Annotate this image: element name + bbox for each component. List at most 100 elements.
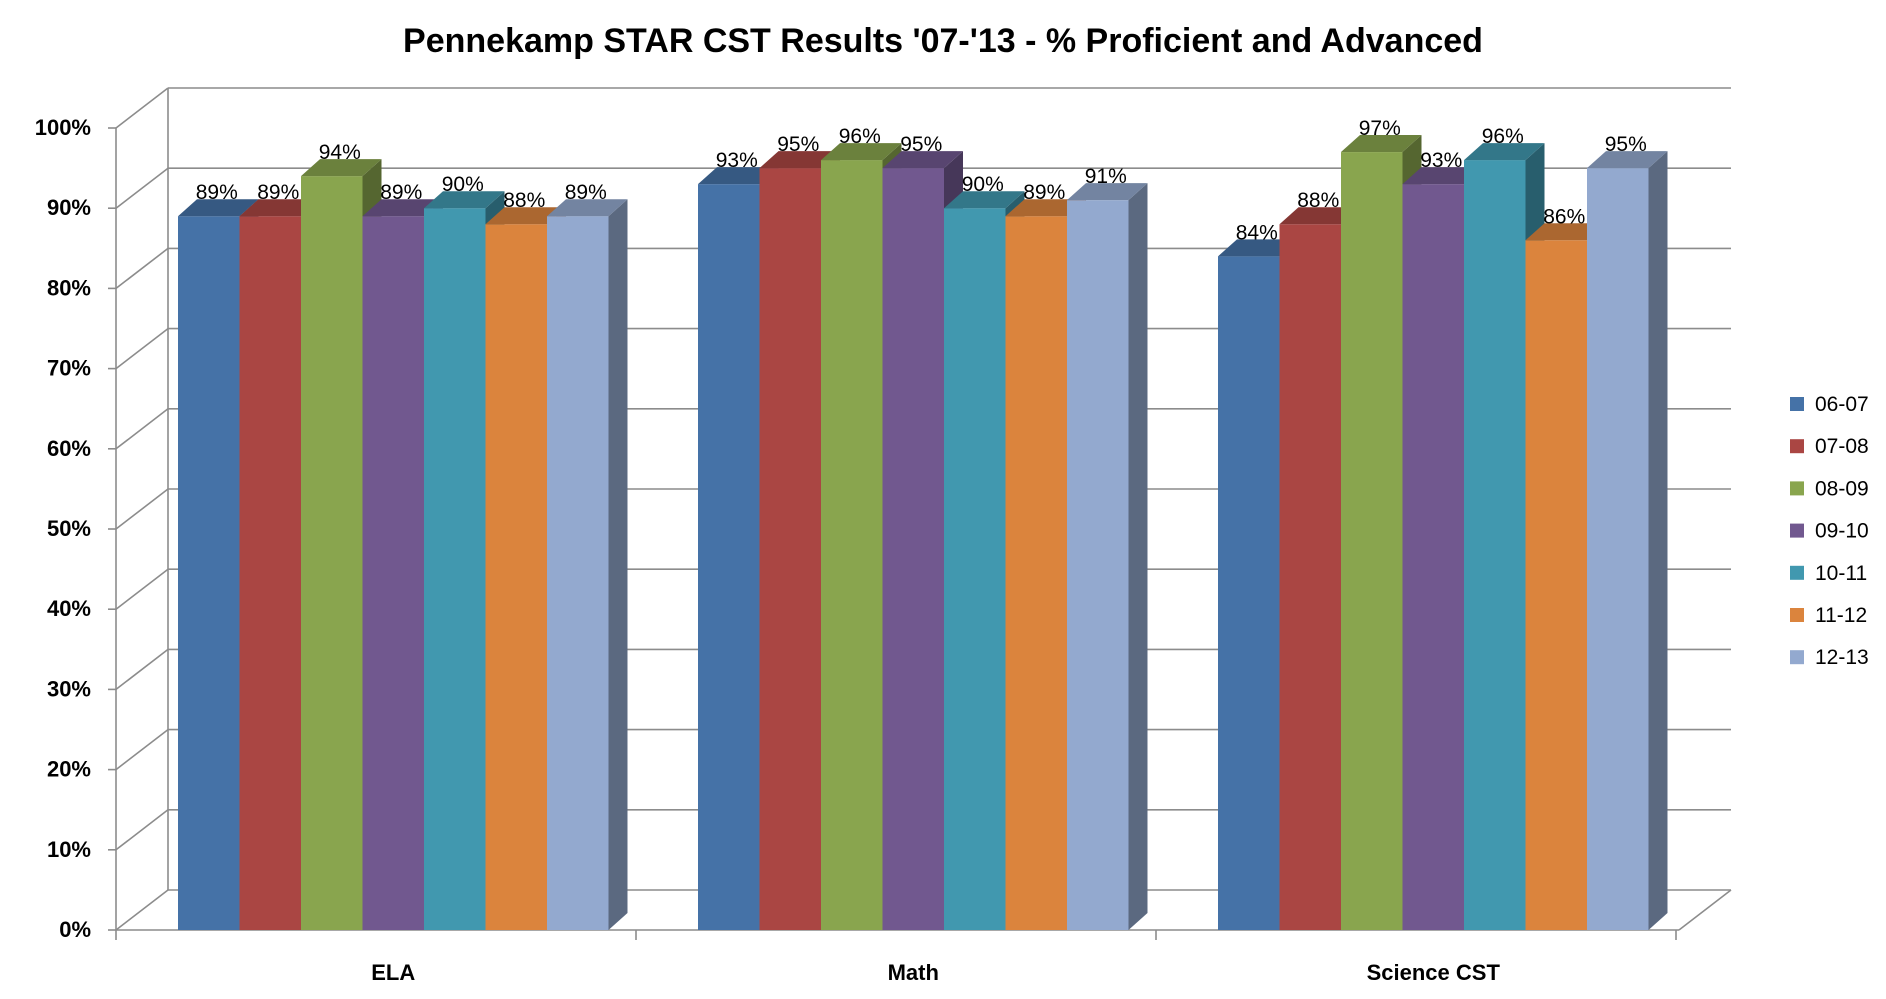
legend-swatch: [1790, 565, 1804, 580]
data-labels: 89% 89% 94% 89% 90% 88% 89% 93% 95% 96% 95% 90% 89% 9…: [196, 117, 1647, 244]
legend-item: 11-12: [1790, 604, 1867, 627]
bar-side: [608, 199, 628, 931]
data-label: 89%: [565, 181, 607, 204]
y-tick-label: 70%: [47, 356, 91, 381]
bar-front: [1587, 168, 1649, 931]
data-label: 93%: [1420, 149, 1462, 172]
gridline-wall: [115, 889, 169, 931]
data-label: 88%: [1297, 189, 1339, 212]
bar-top: [362, 199, 443, 217]
bar-top: [1402, 167, 1483, 185]
bar-top: [1279, 207, 1360, 225]
legend-label: 08-09: [1815, 477, 1869, 500]
gridline-wall: [115, 327, 169, 370]
floor-right-edge: [1678, 889, 1732, 931]
bar-front: [944, 208, 1006, 930]
bar: [1067, 183, 1148, 930]
x-axis: ELA Math Science CST: [115, 930, 1677, 985]
data-label: 84%: [1236, 221, 1278, 244]
data-label: 90%: [442, 173, 484, 196]
gridline-wall: [115, 809, 169, 851]
bar-side: [1648, 151, 1668, 931]
data-label: 97%: [1359, 117, 1401, 140]
bar-top: [698, 167, 779, 185]
y-tick-label: 100%: [35, 115, 91, 140]
data-label: 86%: [1543, 205, 1585, 228]
bar-front: [547, 216, 609, 931]
legend-label: 11-12: [1815, 604, 1867, 627]
legend-swatch: [1790, 439, 1804, 454]
gridline-wall: [115, 648, 169, 691]
legend-label: 06-07: [1815, 393, 1869, 416]
data-label: 88%: [503, 189, 545, 212]
bar-top: [821, 143, 902, 161]
y-tick-label: 60%: [47, 436, 91, 461]
bar-top: [1464, 143, 1545, 161]
gridline-wall: [115, 87, 169, 129]
data-label: 90%: [962, 173, 1004, 196]
bar-top: [301, 159, 382, 177]
bar-top: [944, 191, 1025, 209]
bar-front: [821, 160, 883, 930]
legend-label: 12-13: [1815, 646, 1869, 669]
bar-top: [1005, 199, 1086, 217]
bar-top: [547, 199, 628, 217]
bar-front: [424, 208, 486, 930]
data-label: 96%: [839, 125, 881, 148]
y-tick-label: 80%: [47, 275, 91, 300]
gridline-wall: [115, 728, 169, 771]
y-tick-label: 30%: [47, 676, 91, 701]
bar: [1587, 151, 1668, 931]
data-label: 89%: [196, 181, 238, 204]
legend-label: 10-11: [1815, 562, 1867, 585]
data-label: 95%: [1605, 133, 1647, 156]
bar-front: [1402, 184, 1464, 930]
y-tick-label: 0%: [59, 917, 91, 942]
bar-top: [1525, 223, 1606, 241]
y-tick-label: 10%: [47, 837, 91, 862]
x-tick-label: ELA: [371, 960, 415, 985]
bar-top: [882, 151, 963, 169]
legend-item: 12-13: [1790, 646, 1869, 669]
data-label: 89%: [257, 181, 299, 204]
x-tick-label: Science CST: [1367, 960, 1501, 985]
bar-front: [1341, 152, 1403, 930]
bar-front: [485, 224, 547, 931]
y-axis-ticks: 0% 10% 20% 30% 40% 50% 60% 70% 80% 90% 100%: [35, 115, 116, 942]
legend-item: 08-09: [1790, 477, 1869, 500]
bar-front: [301, 176, 363, 930]
bar-front: [1218, 256, 1280, 930]
legend-label: 09-10: [1815, 520, 1869, 543]
bar-top: [1341, 135, 1422, 153]
gridline-wall: [115, 408, 169, 450]
legend-swatch: [1790, 608, 1804, 622]
bar-front: [1279, 224, 1341, 931]
legend-item: 07-08: [1790, 435, 1869, 458]
bar-side: [1128, 183, 1148, 930]
gridline-wall: [115, 568, 169, 610]
data-label: 93%: [716, 149, 758, 172]
legend-swatch: [1790, 481, 1804, 496]
legend-item: 06-07: [1790, 393, 1869, 416]
x-tick-label: Math: [888, 960, 939, 985]
bar-front: [178, 216, 240, 931]
legend-swatch: [1790, 397, 1804, 411]
data-label: 94%: [319, 141, 361, 164]
legend-item: 10-11: [1790, 562, 1867, 585]
y-tick-label: 20%: [47, 757, 91, 782]
bar-front: [362, 216, 424, 931]
bar-front: [698, 184, 760, 930]
bar-front: [759, 168, 821, 931]
bar: [547, 199, 628, 931]
data-label: 91%: [1085, 165, 1127, 188]
legend-swatch: [1790, 523, 1804, 538]
data-label: 89%: [1023, 181, 1065, 204]
y-tick-label: 50%: [47, 516, 91, 541]
data-label: 96%: [1482, 125, 1524, 148]
bar-front: [1525, 240, 1587, 930]
legend-item: 09-10: [1790, 520, 1869, 543]
gridline-wall: [115, 247, 169, 290]
chart-title: Pennekamp STAR CST Results '07-'13 - % P…: [403, 22, 1483, 60]
